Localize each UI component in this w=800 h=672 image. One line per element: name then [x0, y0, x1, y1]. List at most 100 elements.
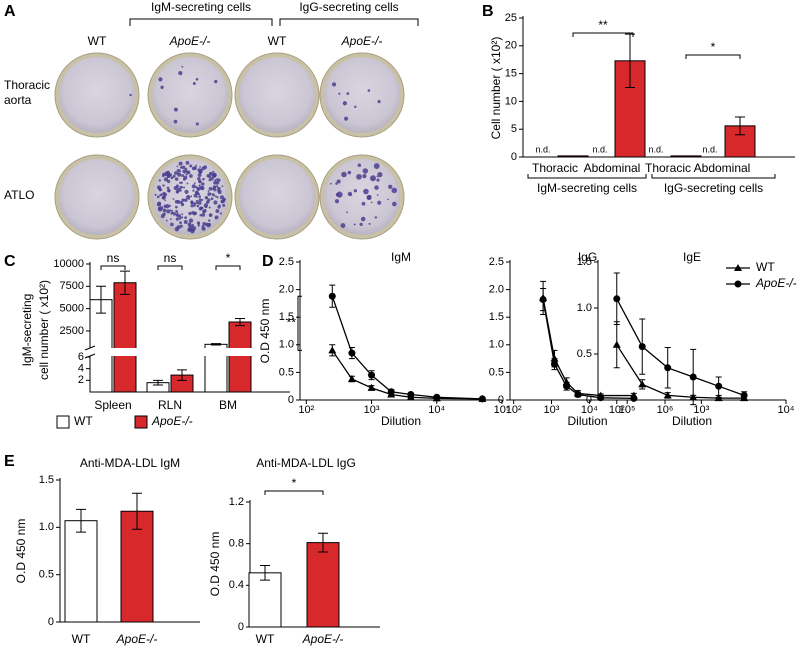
- spot: [191, 184, 196, 189]
- marker: [664, 364, 672, 372]
- spot: [189, 174, 193, 178]
- spot: [374, 185, 379, 190]
- significance-bracket: [215, 265, 241, 270]
- x-tick-label: BM: [219, 398, 237, 412]
- significance-bracket: [100, 265, 126, 270]
- spot: [210, 197, 214, 201]
- y-tick-label: 1.5: [577, 256, 592, 268]
- significance-label: *: [226, 251, 231, 265]
- spot: [166, 186, 170, 190]
- spot: [207, 190, 210, 192]
- spot: [208, 219, 211, 222]
- legend-label: ApoE-/-: [755, 276, 797, 290]
- legend-marker: [734, 264, 742, 271]
- spot: [156, 202, 162, 207]
- spot: [184, 198, 188, 202]
- spot: [179, 221, 182, 225]
- significance-bracket: [572, 32, 634, 37]
- spot: [361, 201, 366, 206]
- spot: [193, 182, 196, 185]
- spot: [185, 173, 188, 176]
- spot: [208, 213, 213, 217]
- spot: [212, 185, 217, 189]
- y-tick-label: 0: [48, 616, 54, 628]
- spot: [175, 184, 180, 188]
- spot: [201, 199, 204, 201]
- spot: [162, 194, 166, 198]
- series-line: [331, 349, 483, 400]
- y-tick-label: 6: [78, 351, 84, 363]
- spot: [341, 171, 347, 178]
- spot: [196, 204, 200, 208]
- y-tick-label: 2.0: [489, 284, 504, 296]
- group-bracket: [129, 18, 273, 26]
- marker: [368, 371, 376, 379]
- spot: [176, 212, 179, 215]
- spot: [162, 208, 167, 213]
- significance-label: *: [292, 476, 297, 490]
- spot: [172, 174, 176, 178]
- spot: [370, 201, 373, 204]
- x-axis-label: Dilution: [672, 414, 712, 428]
- spot: [180, 200, 183, 204]
- spot: [201, 213, 206, 217]
- spot: [203, 208, 207, 213]
- spot: [180, 189, 182, 192]
- spot: [377, 172, 383, 178]
- spot: [377, 100, 381, 104]
- spot: [179, 181, 182, 184]
- spot: [370, 175, 376, 182]
- spot: [347, 170, 352, 175]
- spot: [161, 193, 164, 196]
- chart-title: IgG: [578, 250, 597, 264]
- group-bracket: [279, 18, 419, 26]
- significance-label: **: [598, 18, 608, 32]
- spot: [198, 195, 201, 199]
- spot: [190, 204, 194, 208]
- bar: [64, 520, 98, 623]
- marker: [612, 340, 621, 348]
- spot: [362, 168, 369, 174]
- panel-label: E: [4, 453, 15, 470]
- spot: [177, 172, 180, 175]
- x-tick-label: 10⁵: [619, 404, 636, 416]
- x-tick-label: 10²: [506, 404, 522, 416]
- spot: [185, 160, 190, 165]
- column-label: ApoE-/-: [341, 34, 383, 48]
- spot: [156, 185, 162, 190]
- spot: [184, 216, 187, 220]
- y-tick-label: 0: [238, 621, 244, 633]
- y-tick-label: 4: [78, 363, 84, 375]
- group-bracket: [527, 174, 647, 179]
- error-bar: [260, 565, 270, 581]
- x-axis-label: Dilution: [567, 414, 607, 428]
- spot: [354, 105, 357, 109]
- spot: [211, 193, 215, 197]
- spot: [173, 107, 178, 112]
- spot: [176, 214, 179, 217]
- significance-bracket: [157, 265, 183, 270]
- bar: [306, 542, 340, 628]
- spot: [185, 170, 190, 174]
- bar: [228, 321, 252, 393]
- x-tick-label: 10³: [693, 404, 709, 416]
- spot: [357, 163, 362, 167]
- x-tick-label: 10⁶: [657, 404, 674, 416]
- marker: [630, 394, 638, 402]
- spot: [219, 212, 222, 215]
- series-line: [542, 297, 634, 397]
- spot: [346, 211, 348, 214]
- spot: [163, 177, 169, 182]
- spot: [353, 223, 356, 226]
- spot: [208, 206, 211, 209]
- spot: [335, 182, 338, 185]
- marker: [478, 395, 486, 403]
- spot: [367, 89, 371, 92]
- y-tick-label: 0.8: [229, 538, 244, 550]
- spot: [376, 194, 379, 196]
- y-tick-label: 10000: [53, 258, 84, 270]
- spot: [200, 206, 204, 210]
- bar: [614, 60, 646, 158]
- legend-swatch: [134, 415, 148, 429]
- significance-label: ns: [107, 251, 120, 265]
